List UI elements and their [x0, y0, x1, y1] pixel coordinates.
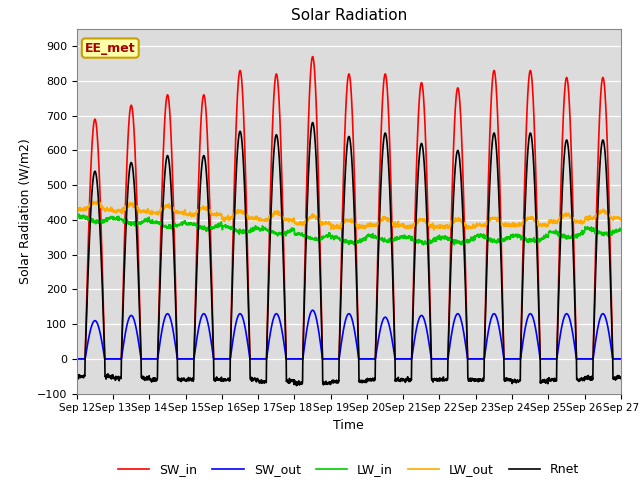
LW_in — [351, 242, 358, 248]
LW_in — [570, 234, 577, 240]
LW_out — [225, 217, 232, 223]
SW_out — [225, 356, 232, 362]
Rnet — [365, 376, 372, 382]
SW_in — [73, 356, 81, 362]
SW_in — [507, 356, 515, 362]
LW_in — [73, 212, 81, 217]
LW_out — [93, 198, 101, 204]
LW_in — [508, 233, 515, 239]
Rnet — [225, 377, 232, 383]
Line: LW_out: LW_out — [77, 201, 621, 230]
SW_out — [569, 332, 577, 337]
Rnet — [73, 372, 81, 378]
SW_out — [617, 356, 625, 362]
SW_out — [584, 356, 592, 362]
Line: LW_in: LW_in — [77, 214, 621, 245]
LW_in — [584, 225, 592, 230]
SW_in — [365, 356, 372, 362]
LW_in — [225, 224, 232, 229]
LW_out — [376, 217, 384, 223]
SW_in — [309, 54, 317, 60]
SW_in — [376, 151, 384, 156]
SW_in — [225, 356, 232, 362]
LW_in — [377, 237, 385, 242]
SW_out — [507, 356, 515, 362]
Legend: SW_in, SW_out, LW_in, LW_out, Rnet: SW_in, SW_out, LW_in, LW_out, Rnet — [113, 458, 584, 480]
LW_in — [617, 227, 625, 232]
Rnet — [309, 120, 317, 125]
LW_out — [73, 206, 81, 212]
LW_out — [365, 223, 372, 229]
LW_out — [430, 227, 438, 233]
LW_in — [75, 211, 83, 217]
Y-axis label: Solar Radiation (W/m2): Solar Radiation (W/m2) — [18, 138, 31, 284]
SW_out — [73, 356, 81, 362]
SW_out — [376, 326, 384, 332]
Line: SW_in: SW_in — [77, 57, 621, 359]
Rnet — [508, 378, 515, 384]
LW_in — [365, 231, 372, 237]
LW_out — [508, 223, 515, 228]
SW_in — [569, 205, 577, 211]
SW_in — [617, 356, 625, 362]
X-axis label: Time: Time — [333, 419, 364, 432]
Rnet — [617, 376, 625, 382]
Line: Rnet: Rnet — [77, 122, 621, 385]
Rnet — [377, 187, 385, 192]
Rnet — [584, 372, 592, 378]
LW_out — [584, 217, 592, 223]
SW_in — [584, 356, 592, 362]
SW_out — [309, 307, 317, 313]
Text: EE_met: EE_met — [85, 42, 136, 55]
Rnet — [292, 383, 300, 388]
Rnet — [570, 247, 577, 252]
Line: SW_out: SW_out — [77, 310, 621, 359]
Title: Solar Radiation: Solar Radiation — [291, 9, 407, 24]
LW_out — [570, 215, 577, 221]
SW_out — [365, 356, 372, 362]
LW_out — [617, 217, 625, 223]
